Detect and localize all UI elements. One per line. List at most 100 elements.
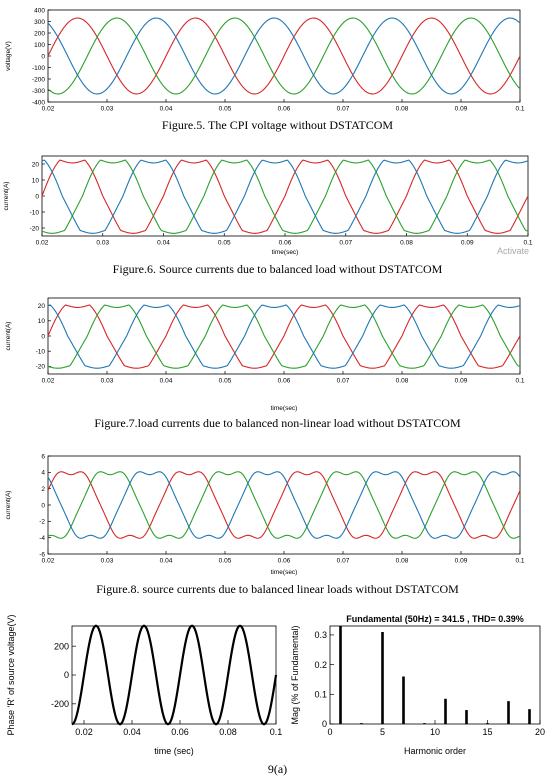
fig5-chart: 0.02 0.03 0.04 0.05 0.06 0.07 0.08 0.09 0.1 400 30… bbox=[5, 7, 525, 112]
fig5-ytick-label: -100 bbox=[32, 65, 45, 72]
fig6-ytick-label: 20 bbox=[32, 161, 40, 168]
fig6-xtick-label: 0.06 bbox=[279, 240, 292, 247]
fig7-xtick-label: 0.03 bbox=[101, 378, 114, 385]
fig9a-wave-axis-frame: 0.02 0.04 0.06 0.08 0.1 200 0 -200 Phase 'R' of … bbox=[6, 615, 282, 757]
fig8-chart: 0.02 0.03 0.04 0.05 0.06 0.07 0.08 0.09 0.1 6 4 2 0 -… bbox=[5, 453, 525, 576]
fig8-xtick-label: 0.02 bbox=[42, 558, 55, 565]
fig5-ytick-label: -200 bbox=[32, 76, 45, 83]
fig9a-caption: 9(a) bbox=[267, 762, 288, 776]
fig9a-wave-plot bbox=[71, 624, 278, 726]
fig5-ytick-label: -300 bbox=[32, 88, 45, 95]
fig6-chart: 0.02 0.03 0.04 0.05 0.06 0.07 0.08 0.09 0.1 20 10 0… bbox=[3, 155, 533, 256]
fig9a_wave-xtick-label: 0.04 bbox=[123, 727, 141, 737]
fig5-ytick-label: 300 bbox=[34, 19, 45, 26]
fig6-ytick-label: -20 bbox=[30, 225, 40, 232]
fig8-xtick-label: 0.03 bbox=[101, 558, 114, 565]
fig5-xtick-label: 0.09 bbox=[455, 106, 468, 113]
fig8-ytick-label: 6 bbox=[41, 453, 45, 460]
fig6-axis-frame: 0.02 0.03 0.04 0.05 0.06 0.07 0.08 0.09 0.1 20 10 0… bbox=[3, 155, 533, 256]
fig5-ytick-label: 0 bbox=[41, 53, 45, 60]
fig5-xtick-label: 0.02 bbox=[42, 106, 55, 113]
fig6-xtick-label: 0.03 bbox=[96, 240, 109, 247]
fig9a_wave-series-1 bbox=[71, 624, 278, 726]
fig8-ytick-label: 2 bbox=[41, 486, 45, 493]
fig9a_fft-xlabel: Harmonic order bbox=[404, 746, 466, 756]
fig5-series-2 bbox=[47, 17, 521, 95]
fig9a_wave-ytick-label: 200 bbox=[54, 641, 69, 651]
fig5-ytick-label: 400 bbox=[34, 7, 45, 14]
fig9a_fft-title: Fundamental (50Hz) = 341.5 , THD= 0.39% bbox=[346, 614, 524, 624]
fig6-series-2 bbox=[41, 159, 529, 234]
fig7-ytick-label: 20 bbox=[38, 303, 46, 310]
fig9a_wave-ylabel: Phase 'R' of source voltage(V) bbox=[6, 615, 16, 736]
fig8-series-3 bbox=[47, 471, 521, 539]
fig9a_fft-ytick-label: 0 bbox=[322, 719, 327, 729]
fig8-xlabel: time(sec) bbox=[271, 569, 298, 576]
fig9a_fft-xtick-label: 5 bbox=[380, 727, 385, 737]
fig9a_wave-ytick-label: -200 bbox=[51, 699, 69, 709]
fig7-axis-frame: 0.02 0.03 0.04 0.05 0.06 0.07 0.08 0.09 0.1 20 10 0… bbox=[5, 297, 525, 412]
fig5-ytick-label: 200 bbox=[34, 30, 45, 37]
fig7-ylabel: current(A) bbox=[5, 322, 12, 351]
fig7-ytick-label: 0 bbox=[41, 333, 45, 340]
fig8-xtick-label: 0.06 bbox=[278, 558, 291, 565]
fig7-xtick-label: 0.1 bbox=[515, 378, 524, 385]
fig7-chart: 0.02 0.03 0.04 0.05 0.06 0.07 0.08 0.09 0.1 20 10 0… bbox=[5, 297, 525, 412]
fig8-ylabel: current(A) bbox=[5, 491, 12, 520]
fig5-xtick-label: 0.04 bbox=[160, 106, 173, 113]
fig9a_fft-ytick-label: 0.2 bbox=[314, 660, 327, 670]
fig7-series-2 bbox=[47, 304, 521, 369]
fig5-ytick-label: 100 bbox=[34, 42, 45, 49]
fig7-series-1 bbox=[47, 304, 521, 369]
fig6-xtick-label: 0.07 bbox=[339, 240, 352, 247]
fig6-xtick-label: 0.1 bbox=[523, 240, 532, 247]
fig6-xtick-label: 0.09 bbox=[461, 240, 474, 247]
fig7-ytick-label: 10 bbox=[38, 318, 46, 325]
fig7-xtick-label: 0.07 bbox=[337, 378, 350, 385]
fig5-series-1 bbox=[47, 17, 521, 95]
fig5-xtick-label: 0.08 bbox=[396, 106, 409, 113]
fig9a_fft-ylabel: Mag (% of Fundamental) bbox=[290, 625, 300, 724]
fig6-xtick-label: 0.02 bbox=[36, 240, 49, 247]
fig6-xtick-label: 0.08 bbox=[400, 240, 413, 247]
fig9a_wave-xtick-label: 0.08 bbox=[219, 727, 237, 737]
fig5-xtick-label: 0.1 bbox=[515, 106, 524, 113]
fig6-ytick-label: 0 bbox=[35, 193, 39, 200]
fig7-xtick-label: 0.05 bbox=[219, 378, 232, 385]
fig9a_wave-ytick-label: 0 bbox=[64, 670, 69, 680]
fig7-xtick-label: 0.06 bbox=[278, 378, 291, 385]
fig6-caption: Figure.6. Source currents due to balance… bbox=[112, 262, 443, 276]
fig6-xtick-label: 0.04 bbox=[157, 240, 170, 247]
fig7-ytick-label: -10 bbox=[36, 348, 46, 355]
fig9a-fft-plot bbox=[339, 626, 531, 724]
fig8-xtick-label: 0.04 bbox=[160, 558, 173, 565]
fig6-ytick-label: -10 bbox=[30, 209, 40, 216]
fig5-plot bbox=[47, 17, 521, 95]
fig9a-fft-chart: 0 5 10 15 20 0.3 0.2 0.1 0 Mag (% of Fundamental)… bbox=[290, 614, 545, 756]
fig8-ytick-label: 4 bbox=[41, 470, 45, 477]
fig9a_fft-ytick-label: 0.1 bbox=[314, 689, 327, 699]
fig5-axis-frame: 0.02 0.03 0.04 0.05 0.06 0.07 0.08 0.09 0.1 400 30… bbox=[5, 7, 525, 112]
fig6-xtick-label: 0.05 bbox=[218, 240, 231, 247]
fig7-ytick-label: -20 bbox=[36, 364, 46, 371]
fig8-ytick-label: -6 bbox=[39, 551, 45, 558]
fig5-xtick-label: 0.03 bbox=[101, 106, 114, 113]
fig7-xtick-label: 0.09 bbox=[455, 378, 468, 385]
fig6-ytick-label: 10 bbox=[32, 177, 40, 184]
fig6-ylabel: current(A) bbox=[3, 182, 10, 211]
fig6-series-1 bbox=[41, 159, 529, 234]
fig5-xtick-label: 0.06 bbox=[278, 106, 291, 113]
fig8-xtick-label: 0.08 bbox=[396, 558, 409, 565]
fig6-plot bbox=[41, 159, 529, 234]
fig8-ytick-label: -4 bbox=[39, 535, 45, 542]
fig5-caption: Figure.5. The CPI voltage without DSTATC… bbox=[161, 118, 394, 132]
fig7-plot bbox=[47, 304, 521, 369]
fig7-caption: Figure.7.load currents due to balanced n… bbox=[94, 416, 461, 430]
fig9a-wave-chart: 0.02 0.04 0.06 0.08 0.1 200 0 -200 Phase 'R' of … bbox=[6, 615, 282, 757]
fig8-plot bbox=[47, 471, 521, 539]
fig8-series-1 bbox=[47, 471, 521, 539]
fig9a_fft-xtick-label: 0 bbox=[327, 727, 332, 737]
fig7-xtick-label: 0.08 bbox=[396, 378, 409, 385]
fig9a_wave-xtick-label: 0.06 bbox=[171, 727, 189, 737]
fig8-xtick-label: 0.1 bbox=[515, 558, 524, 565]
